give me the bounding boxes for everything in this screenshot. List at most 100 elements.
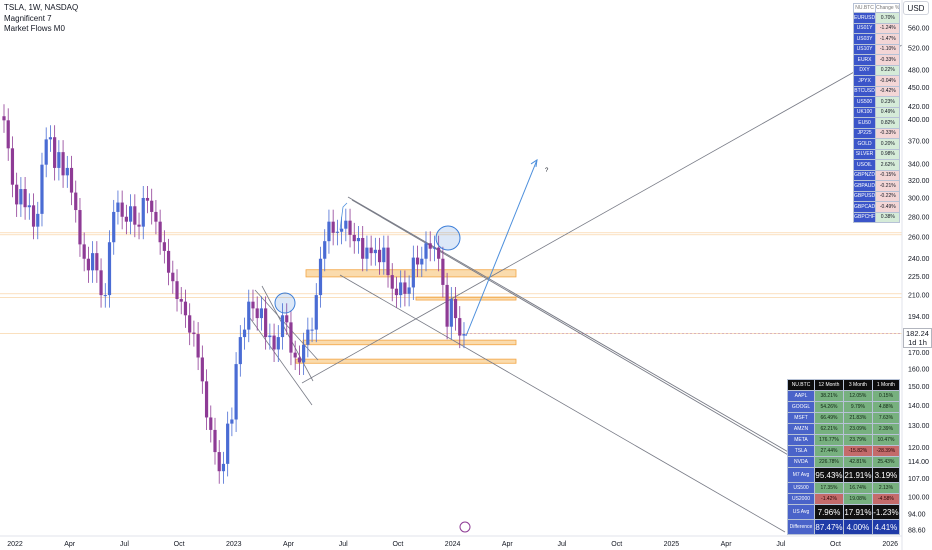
candle[interactable] xyxy=(382,235,386,275)
candle[interactable] xyxy=(204,369,209,430)
candle[interactable] xyxy=(15,172,19,217)
candle[interactable] xyxy=(428,231,432,262)
candle[interactable] xyxy=(230,407,234,437)
small-arrow[interactable] xyxy=(339,202,348,231)
channel-upper-trendline-2[interactable] xyxy=(351,199,791,457)
candle[interactable] xyxy=(19,177,23,217)
candle[interactable] xyxy=(129,194,133,235)
candle[interactable] xyxy=(407,275,411,307)
candle[interactable] xyxy=(424,231,428,272)
candle[interactable] xyxy=(213,417,217,465)
candle[interactable] xyxy=(297,345,301,375)
candle[interactable] xyxy=(133,194,137,238)
candle[interactable] xyxy=(441,246,445,298)
candle[interactable] xyxy=(340,216,344,245)
candle[interactable] xyxy=(348,208,352,248)
candle[interactable] xyxy=(69,155,74,206)
candle[interactable] xyxy=(335,219,339,246)
candle[interactable] xyxy=(209,405,213,443)
candle[interactable] xyxy=(394,276,399,308)
candle[interactable] xyxy=(2,104,6,133)
indicator-market-flows[interactable]: Market Flows M0 xyxy=(4,24,65,33)
candle[interactable] xyxy=(61,140,65,188)
candle[interactable] xyxy=(302,332,306,375)
candle[interactable] xyxy=(242,317,247,350)
candle[interactable] xyxy=(103,283,107,308)
candle[interactable] xyxy=(276,325,280,363)
candle[interactable] xyxy=(158,209,162,255)
candle[interactable] xyxy=(306,317,310,358)
candle[interactable] xyxy=(268,323,272,350)
price-zone[interactable] xyxy=(302,339,517,346)
candle[interactable] xyxy=(251,289,255,321)
candle[interactable] xyxy=(344,208,348,242)
candle[interactable] xyxy=(226,411,230,477)
candle[interactable] xyxy=(31,193,36,240)
candle[interactable] xyxy=(27,193,31,220)
candle[interactable] xyxy=(373,237,377,266)
candle[interactable] xyxy=(188,303,192,346)
candle[interactable] xyxy=(137,212,141,240)
highlight-circle[interactable] xyxy=(435,225,461,251)
candle[interactable] xyxy=(116,190,120,225)
candle[interactable] xyxy=(196,322,200,371)
candle[interactable] xyxy=(399,270,403,308)
wedge-lower-line[interactable] xyxy=(249,317,313,406)
candle[interactable] xyxy=(356,226,361,254)
candle[interactable] xyxy=(112,199,116,255)
candle[interactable] xyxy=(272,323,276,363)
candle[interactable] xyxy=(331,209,335,246)
candle[interactable] xyxy=(437,235,441,272)
candle[interactable] xyxy=(74,180,78,223)
candle[interactable] xyxy=(390,263,394,302)
candle[interactable] xyxy=(217,440,221,484)
candle[interactable] xyxy=(285,303,289,335)
candle[interactable] xyxy=(247,289,251,343)
candle[interactable] xyxy=(99,258,103,308)
question-annotation[interactable]: ? xyxy=(545,168,549,174)
highlight-circle[interactable] xyxy=(274,292,296,314)
candle[interactable] xyxy=(154,199,158,235)
candle[interactable] xyxy=(82,232,86,272)
candle[interactable] xyxy=(310,317,314,343)
price-zone[interactable] xyxy=(295,358,517,364)
price-zone[interactable] xyxy=(305,269,517,278)
rising-trendline[interactable] xyxy=(301,44,903,384)
candle[interactable] xyxy=(48,125,53,152)
candle[interactable] xyxy=(289,310,293,366)
candle[interactable] xyxy=(36,201,40,240)
candle[interactable] xyxy=(445,272,449,340)
candle[interactable] xyxy=(323,229,327,272)
candle[interactable] xyxy=(179,287,183,315)
candle[interactable] xyxy=(78,198,82,257)
indicator-magnificent-7[interactable]: Magnificent 7 xyxy=(4,13,52,23)
candle[interactable] xyxy=(327,209,331,254)
channel-lower-trendline[interactable] xyxy=(339,274,786,533)
candle[interactable] xyxy=(259,296,264,331)
candle[interactable] xyxy=(453,287,458,331)
currency-button[interactable]: USD xyxy=(903,1,929,15)
candle[interactable] xyxy=(175,269,179,312)
candle[interactable] xyxy=(23,177,27,220)
candle[interactable] xyxy=(280,303,285,350)
candle[interactable] xyxy=(95,241,99,283)
candle[interactable] xyxy=(415,245,420,278)
candle[interactable] xyxy=(44,127,48,178)
candle[interactable] xyxy=(411,245,415,300)
candle[interactable] xyxy=(120,190,124,230)
candle[interactable] xyxy=(107,230,112,308)
candle[interactable] xyxy=(403,270,407,307)
candle[interactable] xyxy=(221,451,226,484)
candle[interactable] xyxy=(145,185,150,214)
candle[interactable] xyxy=(124,204,128,235)
symbol-title[interactable]: TSLA, 1W, NASDAQ xyxy=(4,3,79,12)
candle[interactable] xyxy=(420,246,424,278)
candle[interactable] xyxy=(449,287,453,340)
candle[interactable] xyxy=(91,241,95,283)
candle[interactable] xyxy=(386,235,390,288)
candle[interactable] xyxy=(361,226,365,272)
candle[interactable] xyxy=(6,108,10,161)
candle[interactable] xyxy=(365,235,369,272)
candle[interactable] xyxy=(458,306,462,349)
projection-arrow[interactable] xyxy=(465,159,538,337)
